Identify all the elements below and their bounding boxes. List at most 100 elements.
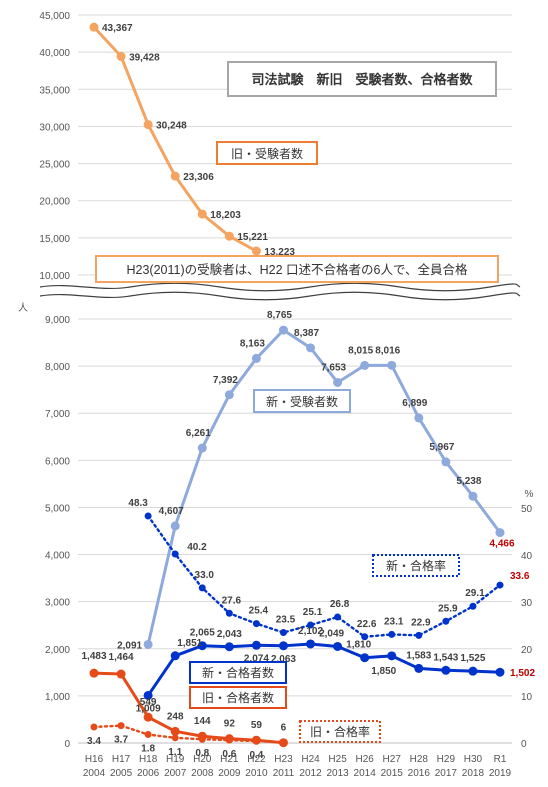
data-point-new_passers (414, 663, 424, 673)
data-point-new_pass_rate (334, 613, 342, 621)
data-label-old_examinees: 23,306 (183, 172, 214, 183)
x-tick-label-year: 2016 (408, 768, 431, 779)
data-point-new_pass_rate (361, 633, 369, 641)
data-label-new_examinees: 4,466 (489, 539, 514, 550)
right-y-tick-label: 40 (521, 551, 533, 562)
data-label-old_examinees: 13,223 (264, 247, 295, 258)
data-label-old_pass_rate: 1.8 (141, 744, 155, 755)
legend-old-passers: 旧・合格者数 (189, 686, 287, 709)
data-label-old_examinees: 15,221 (237, 232, 268, 243)
legend-new-pass-rate: 新・合格率 (372, 554, 460, 577)
data-label-new_pass_rate: 22.9 (411, 617, 431, 628)
data-label-new_passers: 1,525 (460, 653, 485, 664)
series-line-new_examinees (146, 328, 502, 646)
data-point-old_pass_rate (252, 737, 260, 745)
data-label-old_passers: 144 (194, 716, 211, 727)
data-point-new_passers (360, 653, 370, 663)
left-y-tick-label: 9,000 (45, 315, 70, 326)
x-tick-label-year: 2009 (218, 768, 241, 779)
data-point-new_examinees (306, 343, 316, 353)
note-text: H23(2011)の受験者は、H22 口述不合格者の6人で、全員合格 (127, 262, 468, 277)
legend-old-passers-label: 旧・合格者数 (202, 690, 274, 705)
data-label-new_passers: 2,102 (298, 626, 323, 637)
data-point-old_passers (170, 726, 180, 736)
data-point-new_pass_rate (225, 609, 233, 617)
data-label-new_examinees: 4,607 (159, 506, 184, 517)
data-point-new_passers (387, 651, 397, 661)
x-tick-label-era: H30 (464, 754, 483, 765)
data-label-old_pass_rate: 0.4 (249, 750, 263, 761)
data-label-new_examinees: 7,653 (321, 362, 346, 373)
data-label-new_examinees: 7,392 (213, 375, 238, 386)
left-axis-unit: 人 (18, 302, 28, 314)
upper-y-tick-label: 25,000 (39, 160, 70, 171)
data-point-new_pass_rate (415, 631, 423, 639)
data-point-new_pass_rate (252, 620, 260, 628)
x-tick-label-era: H16 (85, 754, 104, 765)
data-label-old_passers: 549 (140, 697, 157, 708)
data-point-old_passers (143, 712, 153, 722)
data-point-new_examinees (170, 521, 180, 531)
x-tick-label-era: H26 (355, 754, 374, 765)
data-label-new_examinees: 8,016 (375, 345, 400, 356)
data-point-new_passers (441, 665, 451, 675)
data-label-old_examinees: 43,367 (102, 23, 133, 34)
legend-new-examinees-label: 新・受験者数 (266, 394, 338, 409)
data-label-new_passers: 2,065 (190, 628, 215, 639)
data-point-new_examinees (441, 457, 451, 467)
data-label-new_pass_rate: 25.4 (249, 606, 269, 617)
data-label-new_pass_rate: 40.2 (187, 542, 207, 553)
x-tick-label-era: H20 (193, 754, 212, 765)
data-point-new_pass_rate (388, 630, 396, 638)
data-label-new_pass_rate: 33.0 (195, 570, 215, 581)
data-label-new_pass_rate: 25.1 (303, 607, 323, 618)
data-label-new_passers: 1,009 (136, 703, 161, 714)
data-point-new_pass_rate (171, 550, 179, 558)
data-point-new_pass_rate (307, 621, 315, 629)
x-tick-label-year: 2012 (299, 768, 322, 779)
x-tick-label-year: 2014 (354, 768, 377, 779)
x-tick-label-era: H25 (328, 754, 347, 765)
data-point-new_examinees (495, 528, 505, 538)
data-point-new_examinees (224, 390, 234, 400)
data-label-new_pass_rate: 23.1 (384, 616, 404, 627)
data-point-new_passers (306, 639, 316, 649)
series-line-new_pass_rate (146, 514, 502, 638)
series-layer (89, 22, 505, 748)
upper-y-tick-label: 40,000 (39, 48, 70, 59)
x-tick-label-era: H22 (247, 754, 266, 765)
left-y-tick-label: 5,000 (45, 503, 70, 514)
data-label-new_examinees: 2,091 (117, 640, 142, 651)
data-label-old_passers: 59 (251, 720, 263, 731)
left-y-tick-label: 0 (64, 739, 70, 750)
data-point-new_examinees (251, 353, 261, 363)
data-point-new_passers (495, 667, 505, 677)
data-point-old_examinees (116, 51, 126, 61)
data-label-new_examinees: 8,015 (348, 345, 373, 356)
legend-new-pass-rate-label: 新・合格率 (386, 558, 446, 573)
data-label-layer: 43,367 39,428 30,248 23,306 18,203 15,221 13,2… (81, 23, 535, 761)
x-tick-label-era: H24 (301, 754, 320, 765)
data-point-old_pass_rate (225, 736, 233, 744)
data-point-new_examinees (143, 639, 153, 649)
data-point-old_examinees (224, 231, 234, 241)
x-tick-label-year: 2007 (164, 768, 187, 779)
x-tick-label-era: H19 (166, 754, 185, 765)
data-point-old_pass_rate (171, 734, 179, 742)
data-point-new_examinees (468, 491, 478, 501)
x-tick-label-year: 2005 (110, 768, 133, 779)
data-point-new_pass_rate (279, 629, 287, 637)
data-label-old_examinees: 18,203 (210, 210, 241, 221)
data-point-old_examinees (170, 171, 180, 181)
x-tick-label-era: H21 (220, 754, 239, 765)
data-label-old_passers: 6 (281, 723, 287, 734)
data-point-new_examinees (333, 377, 343, 387)
data-point-new_passers (468, 666, 478, 676)
x-tick-label-year: 2004 (83, 768, 106, 779)
data-point-new_examinees (360, 360, 370, 370)
left-y-tick-label: 2,000 (45, 645, 70, 656)
x-tick-label-year: 2018 (462, 768, 485, 779)
data-label-new_pass_rate: 48.3 (128, 498, 148, 509)
data-label-old_pass_rate: 1.1 (168, 747, 182, 758)
